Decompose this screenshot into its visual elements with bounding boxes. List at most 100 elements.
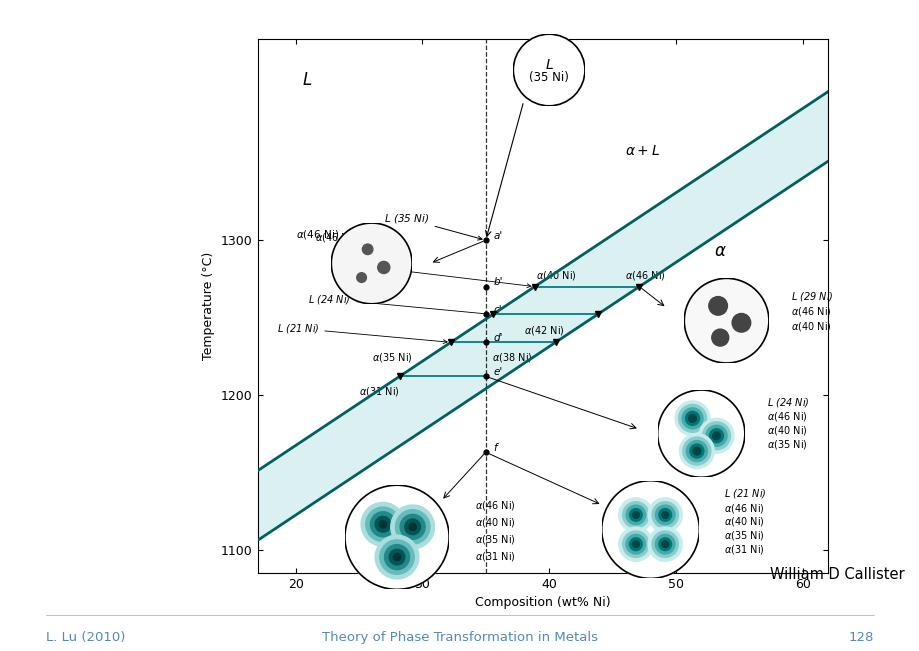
Circle shape bbox=[708, 297, 727, 315]
Circle shape bbox=[661, 512, 668, 518]
Text: $L$ (24 Ni): $L$ (24 Ni) bbox=[308, 292, 489, 316]
Circle shape bbox=[629, 538, 641, 551]
Text: b': b' bbox=[493, 277, 503, 287]
Text: $L$ (29 Ni): $L$ (29 Ni) bbox=[790, 290, 833, 303]
Circle shape bbox=[409, 523, 416, 531]
Text: $\alpha$(42 Ni): $\alpha$(42 Ni) bbox=[523, 324, 564, 337]
Circle shape bbox=[684, 279, 768, 363]
Circle shape bbox=[360, 503, 404, 546]
Text: $\alpha$(31 Ni): $\alpha$(31 Ni) bbox=[723, 542, 764, 555]
Circle shape bbox=[687, 415, 696, 422]
Circle shape bbox=[345, 485, 448, 589]
Circle shape bbox=[375, 516, 391, 532]
Text: $\alpha$(40 Ni): $\alpha$(40 Ni) bbox=[536, 270, 576, 283]
Text: L. Lu (2010): L. Lu (2010) bbox=[46, 631, 125, 644]
Text: $\alpha$(46 Ni): $\alpha$(46 Ni) bbox=[314, 230, 355, 243]
Circle shape bbox=[626, 505, 645, 525]
Text: $\alpha$(35 Ni): $\alpha$(35 Ni) bbox=[475, 533, 516, 546]
Circle shape bbox=[629, 508, 641, 521]
Circle shape bbox=[709, 429, 722, 443]
Text: $\alpha$(46 Ni): $\alpha$(46 Ni) bbox=[475, 499, 516, 512]
Text: $\alpha$(40 Ni): $\alpha$(40 Ni) bbox=[766, 424, 807, 437]
Text: $L$ (35 Ni): $L$ (35 Ni) bbox=[384, 212, 482, 240]
Circle shape bbox=[380, 540, 414, 574]
Circle shape bbox=[345, 485, 448, 589]
Circle shape bbox=[395, 510, 429, 544]
Text: $\alpha$(35 Ni): $\alpha$(35 Ni) bbox=[723, 529, 764, 542]
Circle shape bbox=[391, 505, 434, 549]
Text: $\alpha$(40 Ni): $\alpha$(40 Ni) bbox=[790, 320, 831, 333]
Circle shape bbox=[689, 444, 703, 458]
Circle shape bbox=[675, 401, 709, 436]
Circle shape bbox=[712, 432, 720, 439]
Text: $L$ (21 Ni): $L$ (21 Ni) bbox=[723, 487, 766, 500]
Text: $\alpha$(35 Ni): $\alpha$(35 Ni) bbox=[766, 438, 807, 451]
Circle shape bbox=[732, 314, 750, 332]
Text: $\alpha + L$: $\alpha + L$ bbox=[625, 144, 660, 158]
Text: $L$: $L$ bbox=[301, 72, 312, 89]
Circle shape bbox=[678, 404, 706, 432]
Circle shape bbox=[384, 545, 409, 570]
Circle shape bbox=[393, 553, 401, 561]
Text: $\alpha$(46 Ni): $\alpha$(46 Ni) bbox=[723, 501, 764, 514]
Text: $\alpha$(46 Ni): $\alpha$(46 Ni) bbox=[295, 228, 338, 241]
Circle shape bbox=[682, 437, 710, 465]
Circle shape bbox=[400, 514, 425, 540]
Circle shape bbox=[513, 35, 584, 106]
Circle shape bbox=[681, 408, 702, 429]
Text: (35 Ni): (35 Ni) bbox=[528, 71, 569, 84]
Text: William D Callister: William D Callister bbox=[769, 568, 903, 583]
Text: $\alpha$: $\alpha$ bbox=[713, 242, 726, 260]
Circle shape bbox=[654, 534, 675, 554]
Circle shape bbox=[331, 223, 412, 304]
Text: $\alpha$(46 Ni): $\alpha$(46 Ni) bbox=[790, 305, 831, 318]
Circle shape bbox=[684, 279, 768, 363]
Circle shape bbox=[705, 425, 726, 447]
X-axis label: Composition (wt% Ni): Composition (wt% Ni) bbox=[474, 596, 610, 609]
Text: $\alpha$(38 Ni): $\alpha$(38 Ni) bbox=[492, 352, 532, 365]
Circle shape bbox=[331, 223, 412, 304]
Circle shape bbox=[378, 262, 390, 273]
Y-axis label: Temperature (°C): Temperature (°C) bbox=[202, 252, 215, 360]
Text: $L$: $L$ bbox=[544, 58, 553, 72]
Circle shape bbox=[692, 447, 700, 455]
Text: a': a' bbox=[493, 230, 502, 241]
Circle shape bbox=[601, 480, 698, 578]
Text: 128: 128 bbox=[847, 631, 873, 644]
Circle shape bbox=[366, 507, 400, 542]
Circle shape bbox=[652, 502, 677, 528]
Circle shape bbox=[631, 512, 639, 518]
Circle shape bbox=[618, 527, 652, 561]
Circle shape bbox=[657, 390, 744, 477]
Circle shape bbox=[622, 502, 649, 528]
Circle shape bbox=[618, 498, 652, 532]
Circle shape bbox=[686, 441, 707, 462]
Circle shape bbox=[626, 534, 645, 554]
Text: d': d' bbox=[493, 333, 503, 343]
Text: $\alpha$(40 Ni): $\alpha$(40 Ni) bbox=[475, 516, 516, 529]
Circle shape bbox=[357, 273, 366, 283]
Text: $\alpha$(31 Ni): $\alpha$(31 Ni) bbox=[475, 549, 516, 562]
Circle shape bbox=[711, 329, 728, 346]
Circle shape bbox=[679, 434, 713, 469]
Circle shape bbox=[657, 390, 744, 477]
Text: $L$ (29 Ni): $L$ (29 Ni) bbox=[358, 262, 530, 288]
Text: c': c' bbox=[493, 305, 502, 315]
Circle shape bbox=[601, 480, 698, 578]
Text: $\alpha$(40 Ni): $\alpha$(40 Ni) bbox=[723, 515, 764, 528]
Circle shape bbox=[702, 422, 730, 450]
Circle shape bbox=[404, 519, 420, 534]
Circle shape bbox=[658, 508, 671, 521]
Text: $\alpha$(46 Ni): $\alpha$(46 Ni) bbox=[625, 270, 665, 283]
Circle shape bbox=[647, 527, 682, 561]
Text: $L$ (24 Ni): $L$ (24 Ni) bbox=[766, 396, 810, 409]
Text: e': e' bbox=[493, 367, 502, 377]
Circle shape bbox=[647, 498, 682, 532]
Circle shape bbox=[652, 531, 677, 557]
Circle shape bbox=[362, 244, 372, 255]
Circle shape bbox=[370, 512, 395, 537]
Circle shape bbox=[379, 521, 386, 528]
Polygon shape bbox=[257, 92, 827, 540]
Circle shape bbox=[685, 411, 698, 425]
Text: Theory of Phase Transformation in Metals: Theory of Phase Transformation in Metals bbox=[322, 631, 597, 644]
